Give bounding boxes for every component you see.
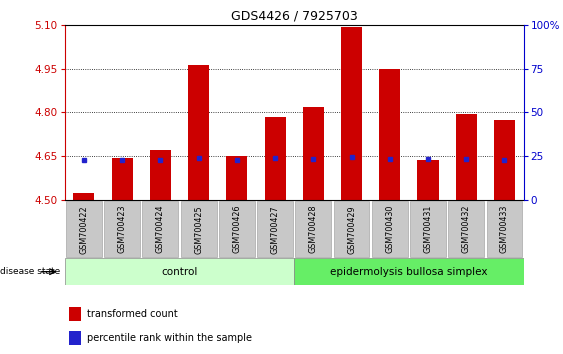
FancyBboxPatch shape [294, 258, 524, 285]
Bar [341, 27, 362, 200]
Text: GSM700423: GSM700423 [118, 205, 127, 253]
Bar [379, 69, 400, 200]
Bar [69, 307, 81, 321]
FancyBboxPatch shape [65, 258, 294, 285]
FancyBboxPatch shape [104, 201, 140, 257]
FancyBboxPatch shape [142, 201, 178, 257]
Bar [188, 65, 209, 200]
FancyBboxPatch shape [181, 201, 217, 257]
Text: GSM700424: GSM700424 [156, 205, 165, 253]
Bar [226, 156, 247, 200]
FancyBboxPatch shape [66, 201, 102, 257]
Text: GSM700429: GSM700429 [347, 205, 356, 253]
Bar [494, 120, 515, 200]
Title: GDS4426 / 7925703: GDS4426 / 7925703 [231, 9, 358, 22]
Text: GSM700427: GSM700427 [271, 205, 280, 253]
Bar [69, 331, 81, 344]
Bar [418, 160, 439, 200]
FancyBboxPatch shape [296, 201, 331, 257]
Text: control: control [161, 267, 198, 277]
FancyBboxPatch shape [219, 201, 255, 257]
Text: GSM700432: GSM700432 [462, 205, 471, 253]
Text: GSM700422: GSM700422 [79, 205, 88, 253]
FancyBboxPatch shape [448, 201, 484, 257]
Text: disease state: disease state [0, 267, 60, 276]
FancyBboxPatch shape [257, 201, 293, 257]
Bar [455, 114, 477, 200]
Text: transformed count: transformed count [87, 309, 177, 319]
FancyBboxPatch shape [486, 201, 522, 257]
Text: GSM700425: GSM700425 [194, 205, 203, 253]
Text: GSM700428: GSM700428 [309, 205, 318, 253]
Text: GSM700433: GSM700433 [500, 205, 509, 253]
Bar [150, 150, 171, 200]
FancyBboxPatch shape [333, 201, 369, 257]
Text: epidermolysis bullosa simplex: epidermolysis bullosa simplex [330, 267, 488, 277]
Text: percentile rank within the sample: percentile rank within the sample [87, 332, 252, 343]
Text: GSM700426: GSM700426 [233, 205, 242, 253]
Text: GSM700430: GSM700430 [385, 205, 394, 253]
Bar [265, 118, 285, 200]
Bar [303, 107, 324, 200]
FancyBboxPatch shape [410, 201, 446, 257]
Text: GSM700431: GSM700431 [423, 205, 432, 253]
Bar [111, 158, 133, 200]
Bar [73, 193, 95, 200]
FancyBboxPatch shape [372, 201, 408, 257]
